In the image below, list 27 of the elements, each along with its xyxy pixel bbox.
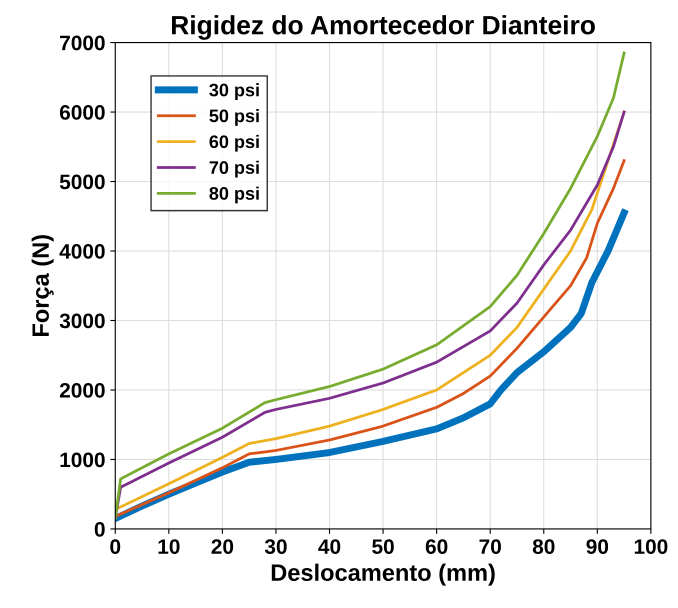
legend-label: 60 psi — [210, 134, 259, 152]
x-tick-label: 0 — [110, 539, 120, 554]
y-tick-label: 2000 — [60, 382, 105, 398]
legend-label: 30 psi — [209, 83, 259, 100]
y-tick-label: 4000 — [60, 244, 105, 259]
x-tick-label: 70 — [480, 539, 501, 554]
legend-label: 80 psi — [209, 186, 259, 204]
x-tick-label: 100 — [634, 539, 668, 554]
y-tick-label: 5000 — [60, 174, 105, 190]
x-tick-label: 90 — [586, 539, 608, 554]
x-tick-label: 60 — [426, 539, 448, 554]
y-tick-label: 0 — [94, 522, 105, 537]
y-axis-title: Força (N) — [32, 235, 54, 336]
y-tick-label: 1000 — [60, 452, 105, 468]
y-tick-label: 6000 — [60, 105, 105, 120]
x-tick-label: 50 — [372, 539, 394, 554]
x-axis-title: Deslocamento (mm) — [272, 564, 495, 586]
x-tick-label: 30 — [264, 539, 287, 554]
y-tick-label: 3000 — [60, 314, 105, 328]
x-tick-label: 20 — [212, 539, 234, 554]
x-tick-label: 80 — [532, 539, 554, 554]
y-tick-label: 7000 — [60, 36, 105, 50]
legend-label: 70 psi — [210, 160, 259, 178]
legend-label: 50 psi — [209, 108, 259, 126]
x-tick-label: 10 — [158, 539, 180, 554]
x-tick-label: 40 — [318, 539, 340, 554]
chart-title: Rigidez do Amortecedor Dianteiro — [172, 15, 595, 40]
